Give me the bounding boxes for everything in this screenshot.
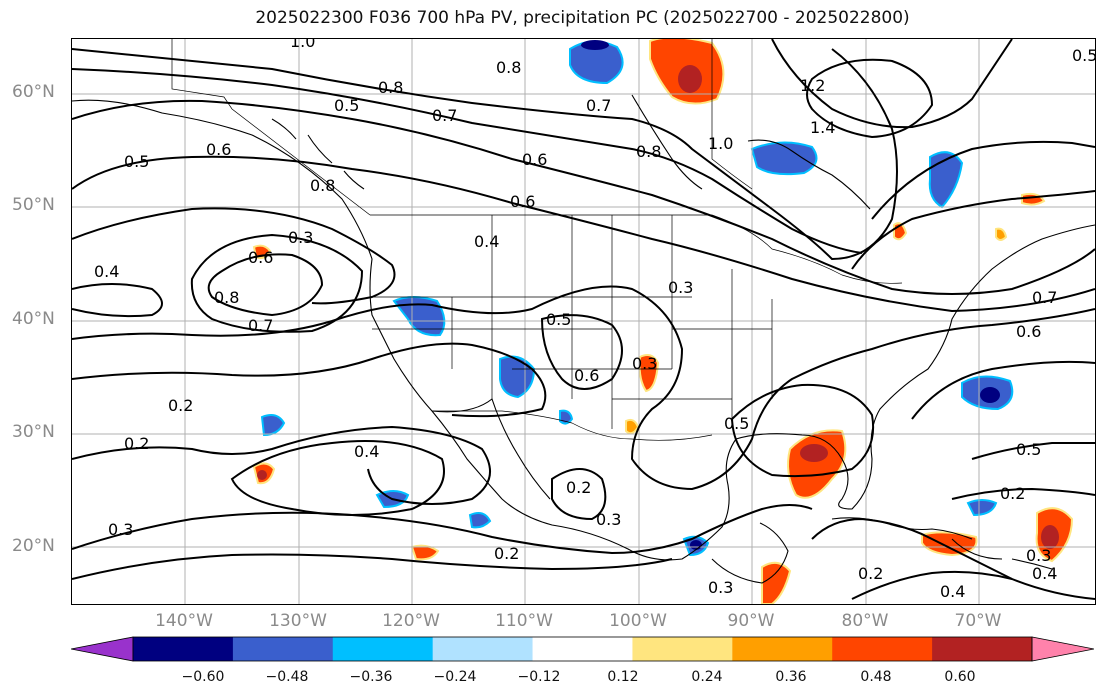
contour-label: 0.4 bbox=[94, 262, 119, 281]
political-borders bbox=[171, 39, 903, 441]
lon-label: 110°W bbox=[495, 611, 553, 631]
contour-label: 0.4 bbox=[354, 442, 379, 461]
colorbar-segment bbox=[832, 637, 933, 661]
colorbar-tick-label: 0.12 bbox=[607, 669, 639, 685]
contour-label: 1.2 bbox=[800, 76, 825, 95]
contour-label: 0.8 bbox=[496, 58, 521, 77]
colorbar-outline bbox=[132, 636, 1033, 662]
contour-label: 0.4 bbox=[1032, 564, 1057, 583]
lon-label: 140°W bbox=[155, 611, 213, 631]
contour-label: 1.0 bbox=[708, 134, 733, 153]
colorbar-segment bbox=[133, 637, 234, 661]
lat-label: 60°N bbox=[12, 82, 55, 102]
colorbar bbox=[71, 636, 1094, 662]
contour-label: 0.6 bbox=[248, 248, 273, 267]
contour-label: 0.2 bbox=[858, 564, 883, 583]
contour-label: 0.6 bbox=[1016, 322, 1041, 341]
colorbar-segment bbox=[632, 637, 733, 661]
contour-label: 0.6 bbox=[522, 150, 547, 169]
contour-label: 0.5 bbox=[334, 96, 359, 115]
contour-label: 0.7 bbox=[248, 316, 273, 335]
contour-label: 0.8 bbox=[310, 176, 335, 195]
contour-label: 0.8 bbox=[636, 142, 661, 161]
contour-label: 0.6 bbox=[206, 140, 231, 159]
contour-label: 0.2 bbox=[566, 478, 591, 497]
colorbar-tick-label: 0.36 bbox=[775, 669, 807, 685]
lat-label: 40°N bbox=[12, 309, 55, 329]
contour-label: 0.3 bbox=[108, 520, 133, 539]
precip-positive-shading bbox=[252, 39, 1074, 604]
colorbar-tick-label: 0.24 bbox=[691, 669, 723, 685]
map-canvas: 1.0 0.8 0.8 0.5 0.7 0.7 0.5 0.6 0.6 0.6 … bbox=[72, 39, 1095, 604]
colorbar-segment bbox=[332, 637, 434, 661]
contour-label: 1.4 bbox=[810, 118, 835, 137]
lat-lon-grid bbox=[72, 39, 1095, 604]
contour-label: 0.3 bbox=[668, 278, 693, 297]
contour-label: 0.3 bbox=[708, 578, 733, 597]
colorbar-segment bbox=[432, 637, 534, 661]
lon-label: 120°W bbox=[382, 611, 440, 631]
contour-label: 0.6 bbox=[574, 366, 599, 385]
colorbar-segment bbox=[232, 637, 334, 661]
contour-label: 0.7 bbox=[1032, 288, 1057, 307]
colorbar-tick-label: 0.60 bbox=[944, 669, 976, 685]
colorbar-segment bbox=[532, 637, 633, 661]
colorbar-segment bbox=[732, 637, 833, 661]
contour-label: 0.2 bbox=[1000, 484, 1025, 503]
contour-label: 0.3 bbox=[632, 354, 657, 373]
contour-label: 0.5 bbox=[124, 152, 149, 171]
contour-label: 0.3 bbox=[596, 510, 621, 529]
lon-label: 70°W bbox=[954, 611, 1002, 631]
lon-label: 80°W bbox=[841, 611, 889, 631]
colorbar-tick-label: −0.24 bbox=[433, 669, 477, 685]
lat-label: 20°N bbox=[12, 536, 55, 556]
colorbar-tick-label: −0.12 bbox=[517, 669, 561, 685]
lon-label: 90°W bbox=[727, 611, 775, 631]
lat-label: 50°N bbox=[12, 195, 55, 215]
contour-label: 1.0 bbox=[290, 39, 315, 51]
lon-label: 100°W bbox=[609, 611, 667, 631]
contour-label: 0.5 bbox=[1072, 46, 1095, 65]
colorbar-extend-high bbox=[1031, 636, 1094, 662]
colorbar-tick-label: 0.48 bbox=[860, 669, 892, 685]
contour-label: 0.4 bbox=[940, 582, 965, 601]
colorbar-segment bbox=[932, 637, 1033, 661]
contour-label: 0.6 bbox=[510, 192, 535, 211]
colorbar-tick-label: −0.48 bbox=[265, 669, 309, 685]
pv-contours bbox=[72, 39, 1095, 600]
contour-label: 0.8 bbox=[214, 288, 239, 307]
lat-label: 30°N bbox=[12, 422, 55, 442]
colorbar-tick-label: −0.36 bbox=[349, 669, 393, 685]
precip-negative-shading bbox=[260, 40, 1014, 557]
contour-label: 0.5 bbox=[1016, 440, 1041, 459]
colorbar-tick-label: −0.60 bbox=[181, 669, 225, 685]
lon-label: 130°W bbox=[269, 611, 327, 631]
contour-label: 0.2 bbox=[124, 434, 149, 453]
colorbar-extend-low bbox=[71, 636, 134, 662]
contour-label: 0.5 bbox=[546, 310, 571, 329]
contour-label: 0.5 bbox=[724, 414, 749, 433]
contour-label: 0.4 bbox=[474, 232, 499, 251]
map-title: 2025022300 F036 700 hPa PV, precipitatio… bbox=[255, 8, 910, 28]
map-plot-area[interactable]: 1.0 0.8 0.8 0.5 0.7 0.7 0.5 0.6 0.6 0.6 … bbox=[71, 38, 1096, 605]
contour-label: 0.3 bbox=[1026, 546, 1051, 565]
contour-label: 0.8 bbox=[378, 78, 403, 97]
contour-label: 0.2 bbox=[168, 396, 193, 415]
contour-label: 0.7 bbox=[432, 106, 457, 125]
contour-label: 0.7 bbox=[586, 96, 611, 115]
contour-label: 0.3 bbox=[288, 228, 313, 247]
contour-label: 0.2 bbox=[494, 544, 519, 563]
contour-label-group: 1.0 0.8 0.8 0.5 0.7 0.7 0.5 0.6 0.6 0.6 … bbox=[94, 39, 1095, 601]
